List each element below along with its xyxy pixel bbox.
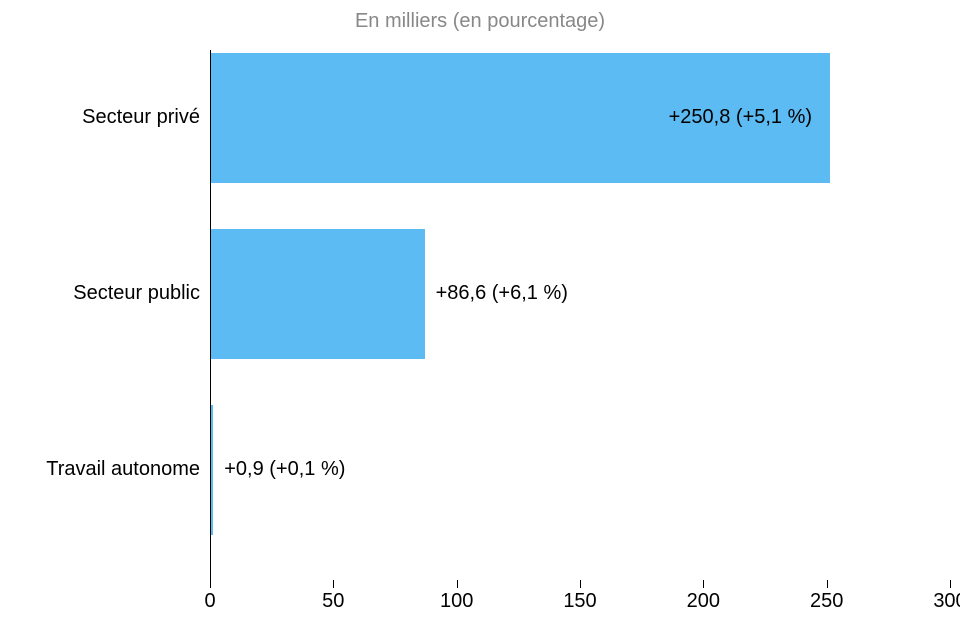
- bar-value-label: +86,6 (+6,1 %): [436, 282, 568, 305]
- bar-value-label: +250,8 (+5,1 %): [669, 106, 812, 129]
- x-tick-label: 0: [204, 590, 215, 613]
- x-tick: [333, 580, 334, 588]
- bar-travail-autonome: [211, 405, 213, 535]
- x-tick-label: 100: [440, 590, 473, 613]
- x-tick: [950, 580, 951, 588]
- x-tick-label: 200: [687, 590, 720, 613]
- plot-area: +250,8 (+5,1 %) +86,6 (+6,1 %) +0,9 (+0,…: [210, 50, 950, 580]
- x-tick: [580, 580, 581, 588]
- x-tick: [457, 580, 458, 588]
- x-tick: [827, 580, 828, 588]
- x-tick-label: 150: [563, 590, 596, 613]
- category-label: Secteur privé: [82, 106, 200, 129]
- chart-container: En milliers (en pourcentage) Secteur pri…: [0, 0, 960, 632]
- category-label: Secteur public: [73, 282, 200, 305]
- bar-secteur-public: [211, 229, 425, 359]
- x-tick: [210, 580, 211, 588]
- x-tick: [703, 580, 704, 588]
- x-tick-label: 300: [933, 590, 960, 613]
- x-tick-label: 50: [322, 590, 344, 613]
- chart-title: En milliers (en pourcentage): [0, 10, 960, 33]
- category-label: Travail autonome: [46, 458, 200, 481]
- bar-value-label: +0,9 (+0,1 %): [224, 458, 345, 481]
- x-tick-label: 250: [810, 590, 843, 613]
